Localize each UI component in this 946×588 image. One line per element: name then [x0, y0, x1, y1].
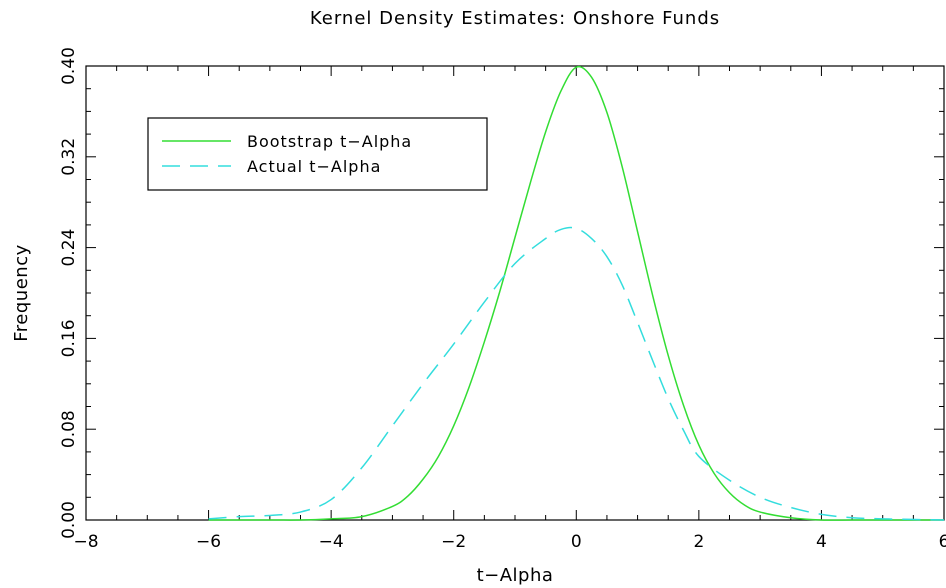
series-layer — [208, 65, 945, 521]
x-tick-label: 6 — [939, 532, 946, 552]
x-tick-label: −8 — [73, 532, 98, 552]
y-tick-label: 0.24 — [59, 229, 79, 267]
x-tick-label: −4 — [319, 532, 344, 552]
y-axis-title: Frequency — [11, 244, 32, 342]
x-tick-label: −2 — [441, 532, 466, 552]
y-tick-label: 0.16 — [59, 319, 79, 357]
legend: Bootstrap t−Alpha Actual t−Alpha — [147, 117, 488, 191]
legend-label-actual: Actual t−Alpha — [247, 157, 381, 176]
x-axis-title: t−Alpha — [477, 565, 554, 586]
y-axis: 0.00 0.08 0.16 0.24 0.32 0.40 — [59, 47, 944, 539]
x-tick-label: 2 — [693, 532, 704, 552]
y-tick-label: 0.00 — [59, 501, 79, 539]
x-axis: −8 −6 −4 −2 0 2 4 6 — [73, 66, 946, 552]
chart-title: Kernel Density Estimates: Onshore Funds — [310, 8, 720, 29]
y-tick-label: 0.08 — [59, 410, 79, 448]
legend-label-bootstrap: Bootstrap t−Alpha — [247, 132, 412, 151]
x-tick-label: −6 — [196, 532, 221, 552]
series-line-actual — [208, 226, 945, 521]
x-tick-label: 0 — [571, 532, 582, 552]
legend-box — [147, 117, 488, 191]
x-tick-label: 4 — [816, 532, 827, 552]
y-tick-label: 0.40 — [59, 47, 79, 85]
series-line-bootstrap — [208, 65, 944, 521]
y-tick-label: 0.32 — [59, 138, 79, 176]
